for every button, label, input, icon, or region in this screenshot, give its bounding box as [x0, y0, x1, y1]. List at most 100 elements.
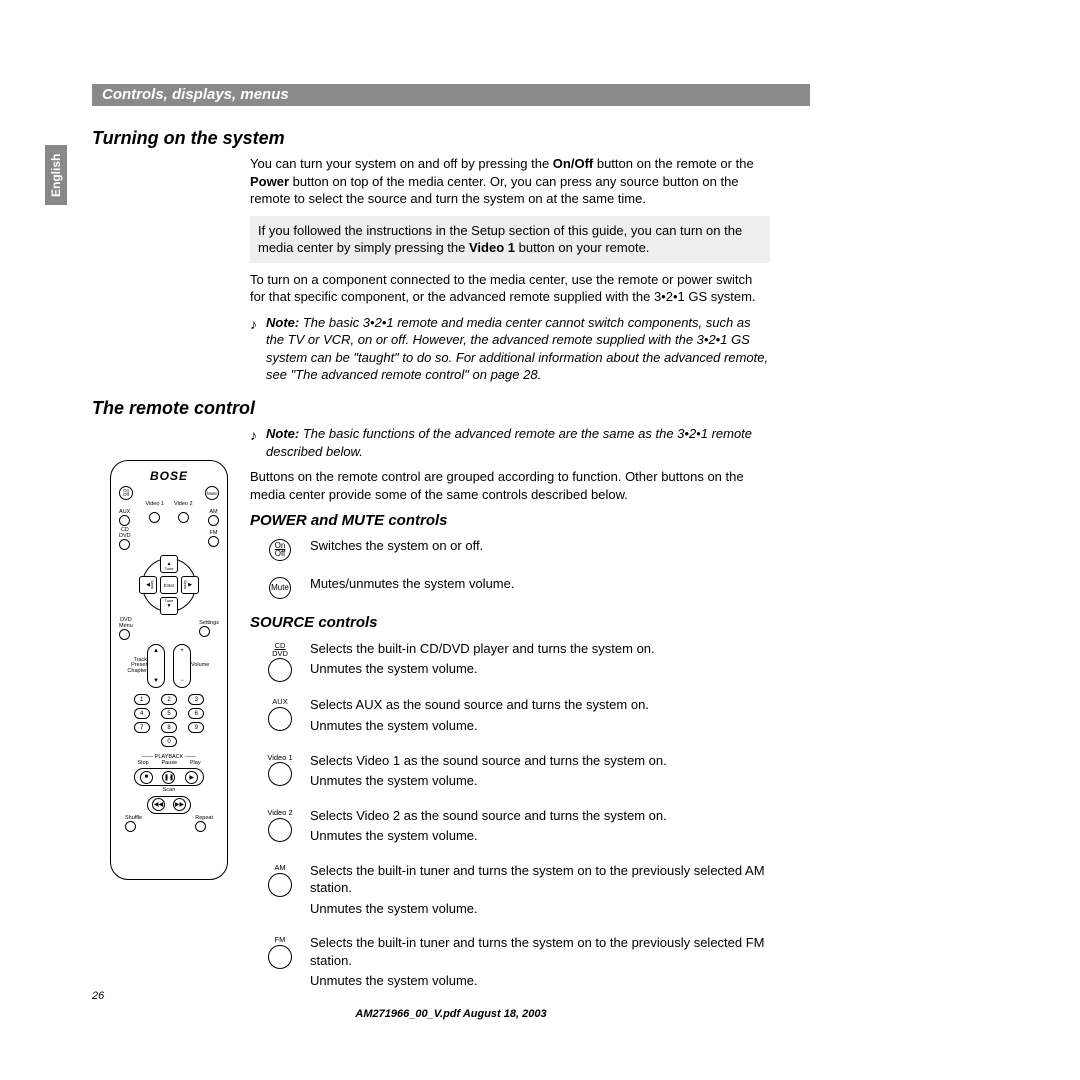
fm-desc: Selects the built-in tuner and turns the… [310, 934, 770, 993]
bold-power: Power [250, 174, 289, 189]
lbl: Video 1 [145, 502, 164, 508]
lbl-dvd: DVD [272, 649, 288, 658]
txt: Unmutes the system volume. [310, 972, 770, 990]
remote-am [208, 515, 219, 526]
key-2: 2 [161, 694, 177, 705]
lbl: CD DVD [119, 528, 131, 539]
txt: Selects the built-in CD/DVD player and t… [310, 640, 770, 658]
am-button-icon: AM [250, 862, 310, 921]
lbl-v2: Video 2 [267, 809, 292, 817]
key-6: 6 [188, 708, 204, 719]
mute-button-icon: Mute [250, 575, 310, 599]
txt: button on top of the media center. Or, y… [250, 174, 739, 207]
remote-scan-oval: ◀◀ ▶▶ [147, 796, 191, 814]
lbl: FM [208, 531, 219, 537]
note-row-1: ♪ Note: The basic 3•2•1 remote and media… [250, 314, 770, 384]
lbl: Stop [137, 761, 148, 767]
remote-video2 [178, 512, 189, 523]
dpad-up: ▲Tune [160, 555, 178, 573]
key-1: 1 [134, 694, 150, 705]
remote-rew: ◀◀ [152, 798, 165, 811]
onoff-button-icon: OnOff [250, 537, 310, 561]
tip-box: If you followed the instructions in the … [250, 216, 770, 263]
txt: Selects Video 1 as the sound source and … [310, 752, 770, 770]
remote-diagram: BOSE On Off Mute Video 1 Video 2 AUX AM … [110, 460, 228, 880]
txt: button on your remote. [515, 240, 649, 255]
aux-button-icon: AUX [250, 696, 310, 737]
video1-desc: Selects Video 1 as the sound source and … [310, 752, 770, 793]
note-label: Note: [266, 315, 299, 330]
page-footer: AM271966_00_V.pdf August 18, 2003 [92, 1008, 810, 1020]
onoff-desc: Switches the system on or off. [310, 537, 770, 561]
lbl: Repeat [195, 816, 213, 822]
section-title-turning-on: Turning on the system [92, 128, 810, 149]
remote-dpad: ▲Tune ▼Tune ◀Seek ▶Seek Enter [142, 558, 196, 612]
am-desc: Selects the built-in tuner and turns the… [310, 862, 770, 921]
video2-desc: Selects Video 2 as the sound source and … [310, 807, 770, 848]
note-icon: ♪ [250, 425, 266, 460]
lbl: Pause [162, 761, 178, 767]
remote-play: ▶ [185, 771, 198, 784]
lbl: Settings [199, 621, 219, 627]
mute-desc: Mutes/unmutes the system volume. [310, 575, 770, 599]
lbl: AM [208, 510, 219, 516]
remote-playback-oval: ■ ❚❚ ▶ [134, 768, 204, 786]
section2-p1: Buttons on the remote control are groupe… [250, 468, 770, 503]
txt: Selects the built-in tuner and turns the… [310, 934, 770, 969]
lbl: DVD Menu [119, 618, 133, 629]
dpad-left: ◀Seek [139, 576, 157, 594]
note-text-1: Note: The basic 3•2•1 remote and media c… [266, 314, 770, 384]
aux-desc: Selects AUX as the sound source and turn… [310, 696, 770, 737]
ctrl-am: AM Selects the built-in tuner and turns … [250, 862, 770, 921]
section-title-remote: The remote control [92, 398, 810, 419]
note-body: The basic 3•2•1 remote and media center … [266, 315, 768, 383]
remote-shuffle [125, 821, 136, 832]
ctrl-fm: FM Selects the built-in tuner and turns … [250, 934, 770, 993]
section1-p2: To turn on a component connected to the … [250, 271, 770, 306]
ctrl-cddvd: CDDVD Selects the built-in CD/DVD player… [250, 640, 770, 683]
bold-video1: Video 1 [469, 240, 515, 255]
txt: Switches the system on or off. [310, 537, 770, 555]
section1-body: You can turn your system on and off by p… [250, 155, 770, 384]
section1-p1: You can turn your system on and off by p… [250, 155, 770, 208]
remote-mute: Mute [205, 486, 219, 500]
lbl-v1: Video 1 [267, 754, 292, 762]
key-5: 5 [161, 708, 177, 719]
remote-video1 [149, 512, 160, 523]
txt: Selects Video 2 as the sound source and … [310, 807, 770, 825]
subtitle-power-mute: POWER and MUTE controls [250, 511, 770, 531]
lbl: Volume [191, 663, 219, 669]
note-row-2: ♪ Note: The basic functions of the advan… [250, 425, 770, 460]
key-3: 3 [188, 694, 204, 705]
note-body: The basic functions of the advanced remo… [266, 426, 752, 459]
lbl: Scan [119, 788, 219, 794]
remote-aux [119, 515, 130, 526]
remote-keypad: 1 2 3 4 5 6 7 8 9 0 [119, 690, 219, 751]
ctrl-mute: Mute Mutes/unmutes the system volume. [250, 575, 770, 599]
remote-pause: ❚❚ [162, 771, 175, 784]
remote-onoff: On Off [119, 486, 133, 500]
txt: Unmutes the system volume. [310, 772, 770, 790]
lbl: Track Preset Chapter [119, 658, 147, 675]
remote-settings [199, 626, 210, 637]
remote-ff: ▶▶ [173, 798, 186, 811]
txt: Selects the built-in tuner and turns the… [310, 862, 770, 897]
remote-cddvd [119, 539, 130, 550]
remote-track-pill: ▲▼ [147, 644, 165, 688]
dpad-enter: Enter [160, 576, 178, 594]
remote-repeat [195, 821, 206, 832]
dpad-down: ▼Tune [160, 597, 178, 615]
remote-volume-pill: +− [173, 644, 191, 688]
lbl-am: AM [268, 864, 292, 872]
lbl: Shuffle [125, 816, 142, 822]
txt: Unmutes the system volume. [310, 660, 770, 678]
ctrl-video2: Video 2 Selects Video 2 as the sound sou… [250, 807, 770, 848]
lbl-aux: AUX [268, 698, 292, 706]
note-text-2: Note: The basic functions of the advance… [266, 425, 770, 460]
key-7: 7 [134, 722, 150, 733]
ctrl-onoff: OnOff Switches the system on or off. [250, 537, 770, 561]
lbl: Play [190, 761, 201, 767]
txt: button on the remote or the [593, 156, 753, 171]
key-4: 4 [134, 708, 150, 719]
key-8: 8 [161, 722, 177, 733]
